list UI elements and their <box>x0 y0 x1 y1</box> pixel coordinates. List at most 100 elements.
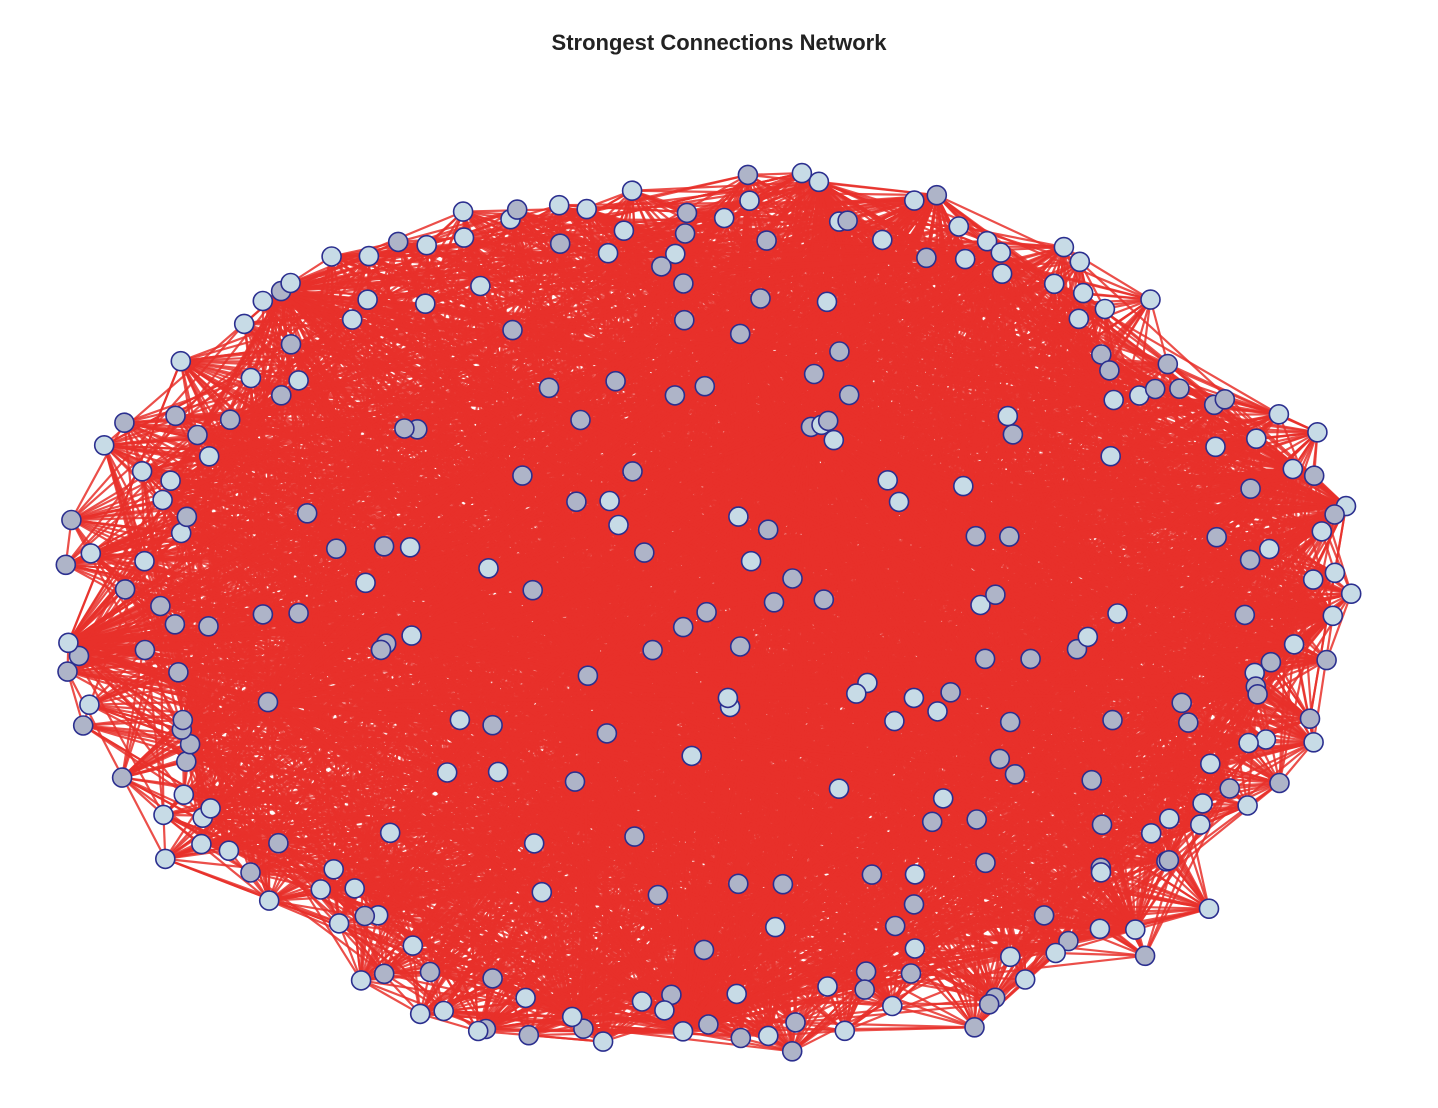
network-edge <box>1210 762 1280 785</box>
network-node <box>674 223 696 244</box>
network-edge <box>810 425 1251 490</box>
network-edge <box>587 515 740 677</box>
network-node <box>740 550 762 572</box>
network-edge <box>479 218 512 287</box>
network-edge <box>986 240 1137 930</box>
network-edge <box>765 240 1137 931</box>
network-edge <box>516 208 609 255</box>
network-edge <box>267 530 1322 704</box>
network-node <box>341 309 363 330</box>
network-edge <box>161 290 283 501</box>
network-edge <box>67 641 776 929</box>
network-node <box>1157 353 1179 375</box>
network-edge <box>266 702 271 901</box>
network-edge <box>410 634 784 886</box>
network-node <box>1307 421 1328 443</box>
network-node <box>1240 478 1261 500</box>
network-node <box>449 709 471 731</box>
network-node <box>111 767 133 788</box>
network-edge <box>267 333 741 703</box>
network-node <box>729 323 751 345</box>
network-edge <box>280 290 915 699</box>
network-node <box>861 864 883 885</box>
network-node <box>693 939 715 961</box>
network-node <box>373 535 395 557</box>
network-edge <box>267 701 431 973</box>
network-edge <box>682 426 812 628</box>
network-edge <box>280 290 1257 688</box>
network-edge <box>739 332 1257 688</box>
network-node <box>676 202 698 224</box>
network-node <box>921 811 943 833</box>
network-node <box>966 809 988 830</box>
network-node <box>978 993 1000 1015</box>
network-node <box>1169 378 1190 400</box>
network-node <box>453 227 475 248</box>
network-edge <box>558 204 609 254</box>
network-edge <box>89 671 179 706</box>
network-edge <box>78 648 145 657</box>
network-node <box>155 848 176 870</box>
network-edge <box>429 970 493 980</box>
network-node <box>1260 651 1282 673</box>
network-edge <box>1168 859 1210 910</box>
network-edge <box>267 528 769 704</box>
network-node <box>482 968 503 989</box>
network-node <box>932 788 954 809</box>
network-edge <box>521 251 1002 477</box>
network-node <box>354 905 376 927</box>
network-edge <box>360 915 380 981</box>
network-node <box>985 584 1006 606</box>
network-edge <box>410 634 666 1012</box>
network-edge <box>267 300 828 703</box>
network-edge <box>587 674 1258 696</box>
network-edge <box>68 641 1255 674</box>
network-edge <box>810 425 1270 551</box>
network-node <box>240 367 262 389</box>
network-node <box>764 916 786 938</box>
network-node <box>834 1020 856 1042</box>
network-node <box>728 506 749 527</box>
network-node <box>200 798 221 819</box>
network-edge <box>411 634 990 1006</box>
network-node <box>523 833 545 854</box>
network-node <box>903 190 925 211</box>
network-edge <box>281 251 1001 293</box>
network-node <box>576 198 598 220</box>
network-node <box>763 591 785 613</box>
network-edge <box>267 535 977 704</box>
network-node <box>817 410 839 432</box>
network-edge <box>1083 292 1151 301</box>
network-edge <box>810 426 1137 931</box>
network-node <box>1190 814 1211 835</box>
network-edge <box>682 612 1119 1033</box>
network-edge <box>1244 592 1352 616</box>
network-node <box>730 1027 752 1049</box>
network-edge <box>681 373 816 1032</box>
network-node <box>258 890 280 911</box>
network-edge <box>267 558 1251 704</box>
network-node <box>999 711 1021 733</box>
network-edge <box>739 333 945 799</box>
network-edge <box>410 634 867 973</box>
network-edge <box>1254 468 1294 687</box>
network-node <box>512 465 533 486</box>
network-node <box>782 568 803 589</box>
network-edge <box>68 623 176 644</box>
network-node <box>518 1024 540 1046</box>
network-edge <box>686 199 750 214</box>
network-node <box>478 557 499 579</box>
network-edge <box>558 205 589 676</box>
network-edge <box>83 718 183 727</box>
network-edge <box>177 671 684 1033</box>
network-edge <box>67 642 185 796</box>
network-node <box>1282 458 1304 480</box>
network-edge <box>280 290 769 531</box>
network-node <box>61 509 82 531</box>
network-edge <box>186 332 741 518</box>
network-edge <box>67 560 146 644</box>
network-node <box>927 701 948 722</box>
network-edge <box>999 252 1012 957</box>
network-node <box>672 1021 694 1042</box>
network-node <box>681 745 703 767</box>
